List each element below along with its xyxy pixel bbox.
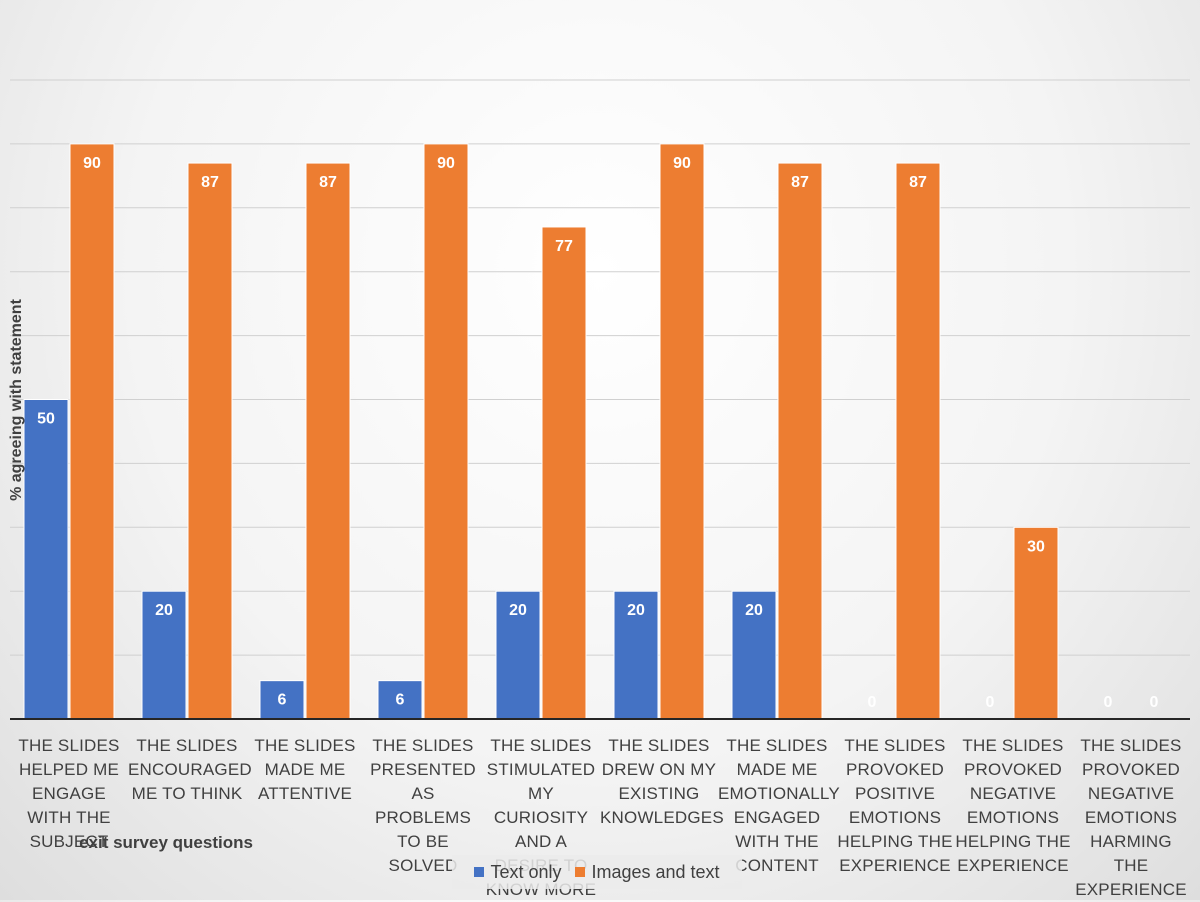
- data-label-images-and-text: 87: [909, 174, 927, 191]
- legend: Text only Images and text: [452, 855, 742, 889]
- data-label-text-only: 20: [509, 602, 527, 619]
- legend-item-text-only: Text only: [474, 862, 561, 883]
- data-label-images-and-text: 90: [673, 155, 691, 172]
- legend-swatch-text-only: [474, 867, 485, 877]
- data-label-text-only: 50: [37, 411, 55, 428]
- data-label-images-and-text: 87: [319, 174, 337, 191]
- bar-images-and-text: [1013, 526, 1059, 720]
- legend-label-text-only: Text only: [490, 861, 562, 882]
- data-label-text-only: 20: [155, 602, 173, 619]
- category-label: The slides made me emotionally engaged w…: [718, 736, 840, 875]
- bar-text-only: [23, 399, 69, 720]
- data-label-images-and-text: 0: [1150, 694, 1159, 711]
- x-axis-title: exit survey questions: [79, 833, 253, 852]
- category-label: The slides provoked negative emotions he…: [955, 736, 1071, 875]
- category-label: The slides presented as problems to be s…: [370, 736, 476, 875]
- bar-images-and-text: [541, 226, 587, 720]
- bar-images-and-text: [305, 162, 351, 720]
- bar-text-only: [731, 590, 777, 720]
- bar-images-and-text: [659, 143, 705, 720]
- bars: [23, 143, 1059, 720]
- bar-text-only: [495, 590, 541, 720]
- bar-text-only: [613, 590, 659, 720]
- bar-images-and-text: [69, 143, 115, 720]
- data-label-images-and-text: 90: [83, 155, 101, 172]
- data-label-text-only: 6: [396, 692, 405, 709]
- data-label-text-only: 6: [278, 692, 287, 709]
- data-label-images-and-text: 87: [201, 174, 219, 191]
- data-label-images-and-text: 87: [791, 174, 809, 191]
- legend-label-images-and-text: Images and text: [591, 861, 720, 882]
- bar-images-and-text: [777, 162, 823, 720]
- category-label: The slides drew on my existing knowledge…: [600, 736, 724, 827]
- legend-swatch-images-and-text: [575, 867, 586, 877]
- category-label: The slides provoked positive emotions he…: [837, 736, 953, 875]
- category-label: The slides helped me engage with the sub…: [18, 736, 120, 851]
- data-label-images-and-text: 90: [437, 155, 455, 172]
- data-label-text-only: 20: [627, 602, 645, 619]
- bar-images-and-text: [895, 162, 941, 720]
- data-label-text-only: 0: [986, 694, 995, 711]
- category-label: The slides provoked negative emotions ha…: [1075, 736, 1187, 899]
- category-label: The slides made me attentive: [254, 736, 356, 803]
- bar-images-and-text: [187, 162, 233, 720]
- gridlines: [10, 79, 1190, 656]
- bar-text-only: [377, 680, 423, 720]
- data-label-text-only: 0: [1104, 694, 1113, 711]
- bar-text-only: [259, 680, 305, 720]
- data-label-images-and-text: 30: [1027, 538, 1045, 555]
- data-label-text-only: 20: [745, 602, 763, 619]
- legend-item-images-and-text: Images and text: [575, 861, 720, 883]
- bar-images-and-text: [423, 143, 469, 720]
- y-axis-title: % agreeing with statement: [8, 299, 25, 501]
- data-label-text-only: 0: [868, 694, 877, 711]
- value-labels: 50 90 20 87 6 87 6 90 20 77 20 90 20 87 0 87 0 30 0 0: [37, 155, 1158, 711]
- data-label-images-and-text: 77: [555, 238, 573, 255]
- category-label: The slides encouraged me to think: [128, 736, 252, 803]
